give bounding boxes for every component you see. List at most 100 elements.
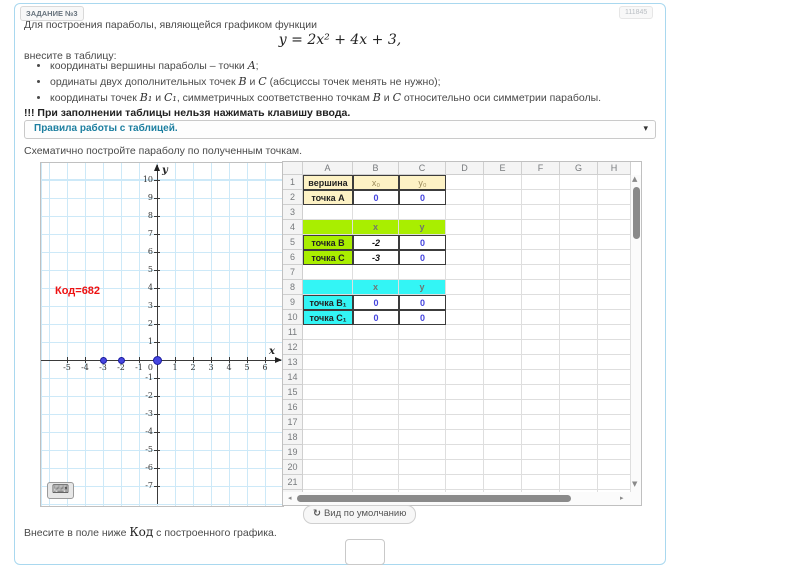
cell-B9[interactable]: 0 xyxy=(353,295,399,310)
cell-A9[interactable]: точка B₁ xyxy=(303,295,353,310)
cell-G3[interactable] xyxy=(560,205,598,220)
cell-D9[interactable] xyxy=(446,295,484,310)
cell-C11[interactable] xyxy=(399,325,446,340)
cell-H21[interactable] xyxy=(598,475,631,490)
cell-D2[interactable] xyxy=(446,190,484,205)
cell-C6[interactable]: 0 xyxy=(399,250,446,265)
row-header-2[interactable]: 2 xyxy=(283,190,303,205)
cell-G13[interactable] xyxy=(560,355,598,370)
cell-E13[interactable] xyxy=(484,355,522,370)
graph-point[interactable] xyxy=(152,355,162,365)
cell-E11[interactable] xyxy=(484,325,522,340)
column-header-C[interactable]: C xyxy=(399,162,446,175)
cell-H15[interactable] xyxy=(598,385,631,400)
graph-point[interactable] xyxy=(99,356,107,364)
cell-A2[interactable]: точка A xyxy=(303,190,353,205)
cell-H13[interactable] xyxy=(598,355,631,370)
cell-G7[interactable] xyxy=(560,265,598,280)
scroll-left-icon[interactable]: ◂ xyxy=(288,494,292,502)
cell-B2[interactable]: 0 xyxy=(353,190,399,205)
cell-G19[interactable] xyxy=(560,445,598,460)
cell-F4[interactable] xyxy=(522,220,560,235)
cell-E12[interactable] xyxy=(484,340,522,355)
cell-E4[interactable] xyxy=(484,220,522,235)
cell-C4[interactable]: y xyxy=(399,220,446,235)
cell-A14[interactable] xyxy=(303,370,353,385)
cell-C20[interactable] xyxy=(399,460,446,475)
cell-D13[interactable] xyxy=(446,355,484,370)
cell-H5[interactable] xyxy=(598,235,631,250)
column-header-G[interactable]: G xyxy=(560,162,598,175)
horizontal-scroll-thumb[interactable] xyxy=(297,494,571,502)
code-input[interactable] xyxy=(345,539,385,565)
cell-F6[interactable] xyxy=(522,250,560,265)
row-header-10[interactable]: 10 xyxy=(283,310,303,325)
cell-H7[interactable] xyxy=(598,265,631,280)
column-header-H[interactable]: H xyxy=(598,162,631,175)
cell-G12[interactable] xyxy=(560,340,598,355)
scroll-right-icon[interactable]: ▸ xyxy=(620,494,624,502)
cell-H6[interactable] xyxy=(598,250,631,265)
row-header-5[interactable]: 5 xyxy=(283,235,303,250)
cell-E1[interactable] xyxy=(484,175,522,190)
row-header-13[interactable]: 13 xyxy=(283,355,303,370)
cell-B14[interactable] xyxy=(353,370,399,385)
vertical-scroll-thumb[interactable] xyxy=(632,187,640,239)
cell-C8[interactable]: y xyxy=(399,280,446,295)
cell-C14[interactable] xyxy=(399,370,446,385)
cell-C10[interactable]: 0 xyxy=(399,310,446,325)
row-header-14[interactable]: 14 xyxy=(283,370,303,385)
cell-A15[interactable] xyxy=(303,385,353,400)
spreadsheet[interactable]: A B C D E F G H 1 вершина x₀ y₀ 2 точка A 0 0 3 4 x y 5 точка… xyxy=(282,161,642,506)
cell-A19[interactable] xyxy=(303,445,353,460)
row-header-1[interactable]: 1 xyxy=(283,175,303,190)
scroll-down-icon[interactable]: ▼ xyxy=(632,480,638,488)
cell-G6[interactable] xyxy=(560,250,598,265)
cell-D7[interactable] xyxy=(446,265,484,280)
cell-C15[interactable] xyxy=(399,385,446,400)
cell-D12[interactable] xyxy=(446,340,484,355)
cell-F3[interactable] xyxy=(522,205,560,220)
cell-C7[interactable] xyxy=(399,265,446,280)
cell-F13[interactable] xyxy=(522,355,560,370)
cell-D1[interactable] xyxy=(446,175,484,190)
cell-F7[interactable] xyxy=(522,265,560,280)
cell-C16[interactable] xyxy=(399,400,446,415)
cell-H2[interactable] xyxy=(598,190,631,205)
cell-F1[interactable] xyxy=(522,175,560,190)
cell-E15[interactable] xyxy=(484,385,522,400)
cell-A11[interactable] xyxy=(303,325,353,340)
keyboard-icon[interactable]: ⌨ xyxy=(47,482,74,499)
cell-B12[interactable] xyxy=(353,340,399,355)
cell-B11[interactable] xyxy=(353,325,399,340)
row-header-8[interactable]: 8 xyxy=(283,280,303,295)
cell-A12[interactable] xyxy=(303,340,353,355)
cell-C13[interactable] xyxy=(399,355,446,370)
cell-G9[interactable] xyxy=(560,295,598,310)
default-view-button[interactable]: ↻ Вид по умолчанию xyxy=(303,505,417,524)
cell-C18[interactable] xyxy=(399,430,446,445)
row-header-16[interactable]: 16 xyxy=(283,400,303,415)
cell-B19[interactable] xyxy=(353,445,399,460)
cell-F19[interactable] xyxy=(522,445,560,460)
cell-D18[interactable] xyxy=(446,430,484,445)
cell-E20[interactable] xyxy=(484,460,522,475)
cell-A6[interactable]: точка C xyxy=(303,250,353,265)
cell-H10[interactable] xyxy=(598,310,631,325)
cell-F17[interactable] xyxy=(522,415,560,430)
cell-F15[interactable] xyxy=(522,385,560,400)
cell-H9[interactable] xyxy=(598,295,631,310)
cell-A21[interactable] xyxy=(303,475,353,490)
cell-C3[interactable] xyxy=(399,205,446,220)
cell-F2[interactable] xyxy=(522,190,560,205)
column-header-F[interactable]: F xyxy=(522,162,560,175)
cell-B10[interactable]: 0 xyxy=(353,310,399,325)
cell-D16[interactable] xyxy=(446,400,484,415)
cell-H11[interactable] xyxy=(598,325,631,340)
cell-D6[interactable] xyxy=(446,250,484,265)
cell-F16[interactable] xyxy=(522,400,560,415)
cell-A17[interactable] xyxy=(303,415,353,430)
cell-E16[interactable] xyxy=(484,400,522,415)
row-header-20[interactable]: 20 xyxy=(283,460,303,475)
cell-G18[interactable] xyxy=(560,430,598,445)
